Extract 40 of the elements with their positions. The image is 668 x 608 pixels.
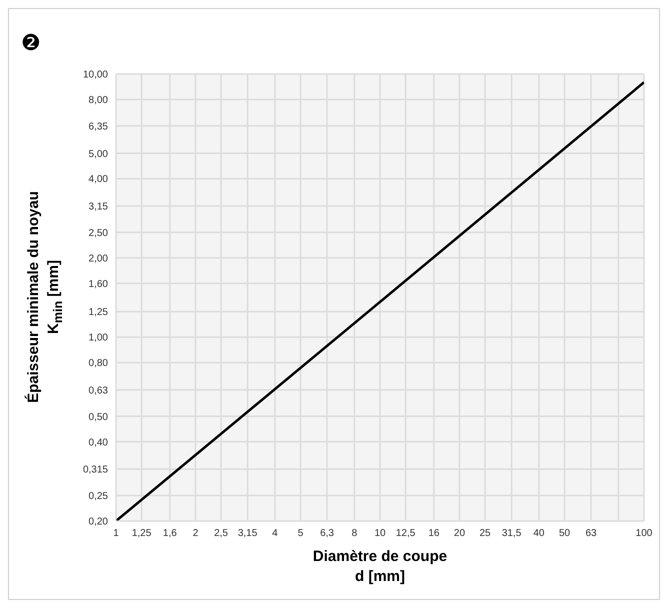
x-tick-label: 25 — [479, 528, 492, 540]
x-tick-label: 100 — [636, 528, 653, 540]
x-tick-label: 12,5 — [396, 528, 416, 540]
x-tick-label: 1,25 — [132, 528, 152, 540]
x-tick-label: 50 — [558, 528, 571, 540]
y-tick-label: 1,60 — [88, 278, 108, 290]
y-tick-label: 8,00 — [88, 95, 108, 106]
x-axis-title: Diamètre de coupe d [mm] — [312, 547, 448, 587]
x-tick-label: 3,15 — [238, 528, 258, 540]
x-tick-label: 16 — [428, 528, 440, 540]
x-tick-label: 2,5 — [214, 528, 228, 540]
x-tick-label: 63 — [585, 528, 598, 540]
text: ❷ — [21, 31, 41, 56]
y-tick-label: 2,00 — [88, 253, 108, 264]
x-tick-label: 1 — [113, 528, 120, 540]
y-tick-label: 0,63 — [88, 385, 108, 396]
y-tick-label: 0,20 — [88, 516, 108, 528]
y-tick-label: 1,25 — [88, 307, 108, 318]
y-tick-label: 2,50 — [88, 228, 108, 239]
x-tick-label: 40 — [533, 528, 545, 540]
y-tick-label: 6,35 — [88, 121, 108, 132]
y-tick-label: 0,50 — [88, 412, 108, 423]
x-tick-label: 20 — [454, 528, 466, 540]
y-tick-label: 0,40 — [88, 437, 108, 448]
y-tick-label: 1,00 — [88, 332, 108, 344]
x-tick-label: 4 — [272, 528, 278, 540]
x-tick-label: 2 — [192, 528, 199, 540]
y-tick-label: 4,00 — [88, 174, 108, 186]
x-tick-label: 5 — [298, 528, 304, 540]
y-tick-label: 0,25 — [88, 491, 108, 502]
x-tick-label: 1,6 — [162, 528, 178, 540]
y-tick-label: 0,80 — [88, 358, 108, 370]
x-tick-label: 31,5 — [502, 528, 522, 540]
x-tick-label: 10 — [374, 528, 386, 540]
x-tick-label: 6,3 — [320, 528, 334, 540]
y-tick-label: 10,00 — [82, 70, 108, 81]
y-tick-label: 5,00 — [88, 148, 108, 160]
x-tick-label: 8 — [352, 528, 358, 540]
y-tick-label: 0,315 — [82, 464, 108, 476]
y-tick-label: 3,15 — [88, 202, 108, 213]
